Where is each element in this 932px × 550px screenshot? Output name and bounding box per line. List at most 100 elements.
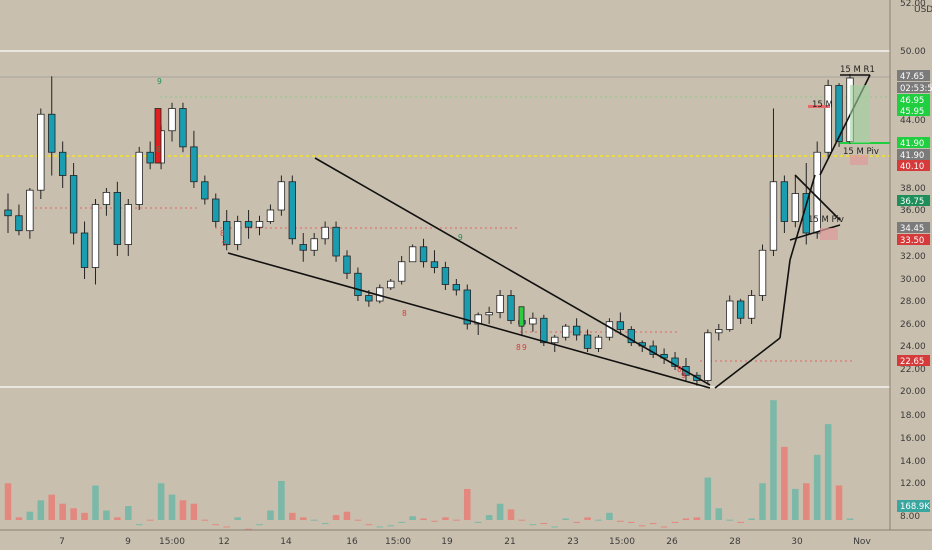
volume-bar	[201, 519, 209, 521]
candle-body	[69, 175, 78, 234]
profit-zone	[850, 85, 870, 143]
candle-body	[201, 181, 209, 200]
price-badge	[897, 94, 930, 105]
candle-body	[4, 209, 12, 217]
volume-bar	[453, 519, 460, 521]
volume-bar	[365, 524, 373, 526]
pivot-marker	[808, 105, 830, 108]
candle-body	[627, 329, 635, 344]
volume-bar	[584, 517, 591, 520]
candle-body	[747, 295, 756, 319]
volume-bar	[715, 508, 723, 520]
volume-bar	[135, 524, 143, 526]
td-count-mark: 9	[458, 233, 463, 242]
volume-bar	[638, 525, 646, 527]
price-badge-label: 45.95	[900, 107, 924, 117]
trend-line	[789, 224, 841, 241]
price-badge	[897, 149, 930, 160]
volume-bar	[409, 516, 416, 520]
candle-body	[244, 221, 253, 228]
candle-body	[168, 108, 176, 132]
volume-bar	[507, 509, 515, 520]
price-badge-label: 41.90	[900, 139, 924, 149]
highlight-candle-green	[518, 306, 525, 327]
volume-tick-label: 12.00	[900, 479, 926, 489]
candle-body	[835, 85, 843, 142]
currency-label: USD	[914, 5, 932, 15]
volume-bar	[332, 515, 340, 520]
volume-bar	[792, 488, 799, 520]
candle-body	[91, 204, 100, 268]
volume-bar	[256, 524, 263, 526]
volume-bar	[693, 517, 701, 520]
x-tick-label: 28	[729, 537, 741, 547]
y-tick-label: 26.00	[900, 320, 926, 330]
candle-body	[321, 226, 329, 240]
volume-bar	[649, 523, 657, 525]
candle-body	[474, 314, 482, 325]
candle-body	[824, 85, 832, 153]
x-tick-label: 30	[791, 537, 803, 547]
volume-bar	[223, 526, 230, 528]
volume-bar	[70, 508, 77, 520]
candle-body	[15, 215, 23, 232]
volume-bar	[234, 517, 241, 520]
price-badge	[897, 82, 930, 93]
y-tick-label: 36.00	[900, 206, 926, 216]
annotation-label: 15 M Piv	[808, 215, 844, 225]
candle-body	[255, 221, 264, 228]
price-badge	[897, 137, 930, 148]
td-count-mark: 9	[222, 239, 227, 248]
volume-badge	[897, 500, 930, 512]
volume-bar	[354, 519, 362, 521]
candle-body	[715, 329, 723, 334]
y-tick-label: 38.00	[900, 184, 926, 194]
volume-bar	[551, 526, 559, 528]
x-tick-label: 9	[125, 537, 131, 547]
volume-bar	[4, 483, 12, 520]
price-badge	[897, 105, 930, 116]
x-tick-label: 15:00	[609, 537, 635, 547]
loss-zone	[850, 155, 868, 165]
candle-body	[124, 204, 132, 245]
candle-body	[769, 181, 778, 251]
x-tick-label: 21	[504, 537, 515, 547]
candle-body	[343, 255, 351, 274]
candle-body	[704, 332, 712, 381]
td-count-mark: 8	[402, 309, 407, 318]
x-tick-label: Nov	[853, 537, 871, 547]
td-count-mark: 8	[220, 229, 225, 238]
volume-bar	[431, 520, 438, 522]
candle-body	[430, 261, 439, 268]
td-count-mark: 8	[516, 343, 521, 352]
trend-line	[227, 252, 711, 389]
annotation-label: 15 M Piv	[843, 147, 879, 157]
volume-bar	[682, 518, 690, 520]
volume-bar	[157, 483, 165, 520]
trend-line	[779, 259, 791, 339]
volume-bar	[81, 512, 88, 520]
x-tick-label: 15:00	[159, 537, 185, 547]
candle-body	[594, 336, 603, 349]
volume-bar	[562, 518, 569, 520]
volume-bar	[824, 424, 832, 520]
price-badge	[897, 234, 930, 245]
volume-bar	[781, 446, 788, 520]
volume-bar	[529, 524, 537, 526]
candle-body	[463, 289, 471, 325]
volume-bar	[321, 523, 329, 525]
volume-bar	[212, 524, 220, 526]
y-tick-label: 44.00	[900, 116, 926, 126]
volume-bar	[146, 519, 154, 521]
volume-bar	[726, 519, 733, 521]
volume-bar	[387, 525, 395, 527]
candle-body	[736, 300, 745, 319]
volume-bar	[846, 518, 854, 520]
y-tick-label: 30.00	[900, 275, 926, 285]
volume-bar	[737, 521, 744, 523]
price-badge-label: 02:53:57	[900, 84, 932, 94]
volume-bar	[343, 511, 351, 520]
volume-bar	[748, 518, 755, 520]
